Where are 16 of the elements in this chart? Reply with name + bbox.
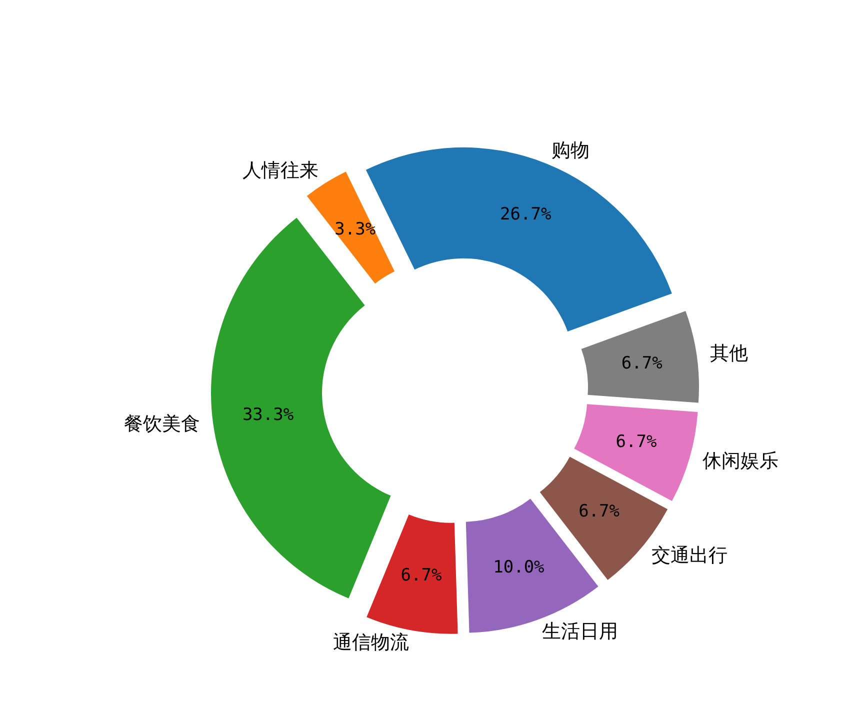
data-label: 6.7%: [621, 354, 662, 374]
slice-label: 其他: [710, 342, 748, 365]
slice-label: 生活日用: [542, 620, 618, 643]
slice-label: 人情往来: [242, 160, 319, 182]
data-label: 33.3%: [242, 405, 294, 426]
data-label: 3.3%: [334, 220, 376, 240]
slice-label: 休闲娱乐: [702, 450, 778, 472]
slice-label: 餐饮美食: [124, 413, 200, 436]
slice-label: 通信物流: [332, 632, 409, 654]
slice-label: 购物: [551, 139, 590, 162]
data-label: 26.7%: [500, 204, 552, 225]
slice-label: 交通出行: [652, 544, 728, 567]
data-label: 6.7%: [578, 502, 620, 522]
data-label: 6.7%: [616, 432, 657, 452]
data-label: 6.7%: [400, 565, 442, 586]
data-label: 10.0%: [493, 557, 544, 578]
